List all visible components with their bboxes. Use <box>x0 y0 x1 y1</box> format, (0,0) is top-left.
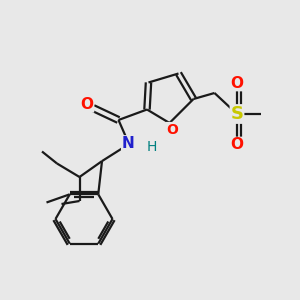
Text: O: O <box>230 137 244 152</box>
Text: S: S <box>230 105 244 123</box>
Text: N: N <box>122 136 134 151</box>
Text: H: H <box>146 140 157 154</box>
Text: O: O <box>166 123 178 136</box>
Text: O: O <box>230 76 244 91</box>
Text: O: O <box>80 97 94 112</box>
